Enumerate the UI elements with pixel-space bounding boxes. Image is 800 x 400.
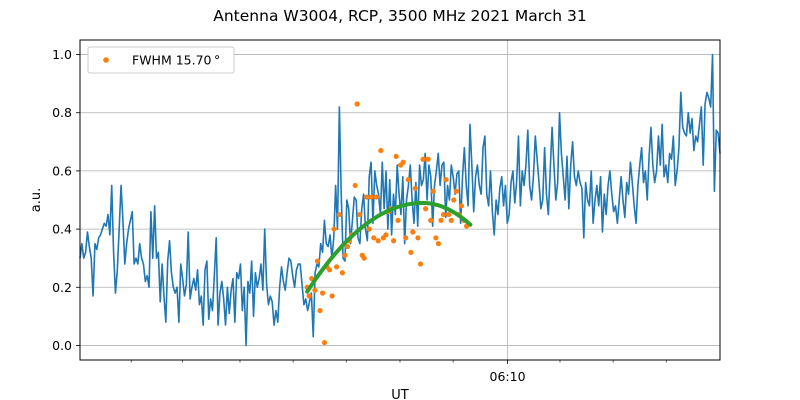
sample-point (425, 156, 431, 162)
sample-point (417, 261, 424, 267)
sample-point (361, 255, 367, 261)
y-tick-label: 0.6 (52, 163, 72, 178)
sample-point (433, 235, 439, 241)
sample-point (321, 339, 328, 346)
sample-point (375, 238, 381, 244)
sample-point (364, 194, 370, 200)
sample-point (371, 235, 377, 241)
sample-point (420, 156, 426, 162)
sample-point (314, 258, 321, 264)
sample-point (354, 101, 360, 107)
sample-point (373, 194, 379, 200)
chart-title: Antenna W3004, RCP, 3500 MHz 2021 March … (213, 7, 587, 25)
x-axis-label: UT (391, 388, 409, 400)
sample-point (395, 217, 401, 223)
sample-point (319, 290, 326, 296)
sample-point (366, 226, 372, 232)
sample-point (400, 159, 406, 165)
sample-point (306, 293, 312, 299)
sample-point (344, 243, 351, 250)
legend-box (87, 46, 235, 74)
sample-point (327, 267, 333, 273)
y-tick-label: 0.0 (52, 338, 72, 353)
sample-point (428, 217, 434, 223)
sample-point (383, 232, 389, 238)
x-tick-label: 06:10 (490, 369, 526, 384)
sample-point (368, 194, 374, 200)
plot-frame (79, 39, 721, 361)
sample-point (403, 235, 409, 241)
sample-point (412, 185, 418, 191)
sample-point (331, 226, 337, 232)
sample-point (435, 241, 441, 247)
sample-point (334, 264, 340, 270)
axis-ticks: 0.0 0.2 0.4 0.6 0.8 1.0 06:10 (52, 47, 667, 384)
y-tick-label: 1.0 (52, 47, 72, 62)
y-tick-label: 0.2 (52, 280, 72, 295)
sample-point (446, 211, 452, 218)
y-tick-label: 0.8 (52, 105, 72, 120)
sample-point (410, 229, 416, 235)
sample-point (453, 188, 459, 194)
legend: FWHM 15.70 ° (87, 46, 235, 74)
sample-point (443, 177, 449, 183)
sample-point (451, 197, 457, 203)
sample-point (342, 252, 348, 258)
sample-point (423, 206, 429, 212)
sample-point (312, 287, 318, 293)
legend-label: FWHM 15.70 ° (132, 53, 220, 68)
sample-point (339, 270, 345, 276)
sample-point (317, 307, 323, 314)
series-layer (79, 53, 721, 347)
y-tick-label: 0.4 (52, 222, 72, 237)
sample-point (391, 238, 397, 244)
sample-point (393, 153, 399, 159)
legend-marker (103, 57, 109, 63)
sample-point (440, 211, 447, 218)
sample-point (415, 235, 421, 241)
sample-point (329, 293, 335, 299)
sample-point (408, 249, 414, 255)
sample-point (336, 211, 342, 218)
sample-point (458, 203, 465, 209)
sample-point (378, 147, 384, 154)
fit-curve (305, 200, 473, 294)
sample-point (438, 217, 444, 223)
y-axis-label: a.u. (29, 188, 44, 212)
sample-point (430, 188, 436, 194)
sample-point (405, 177, 411, 183)
sample-point (448, 217, 454, 223)
sample-point (357, 211, 363, 218)
sample-point (352, 182, 358, 189)
